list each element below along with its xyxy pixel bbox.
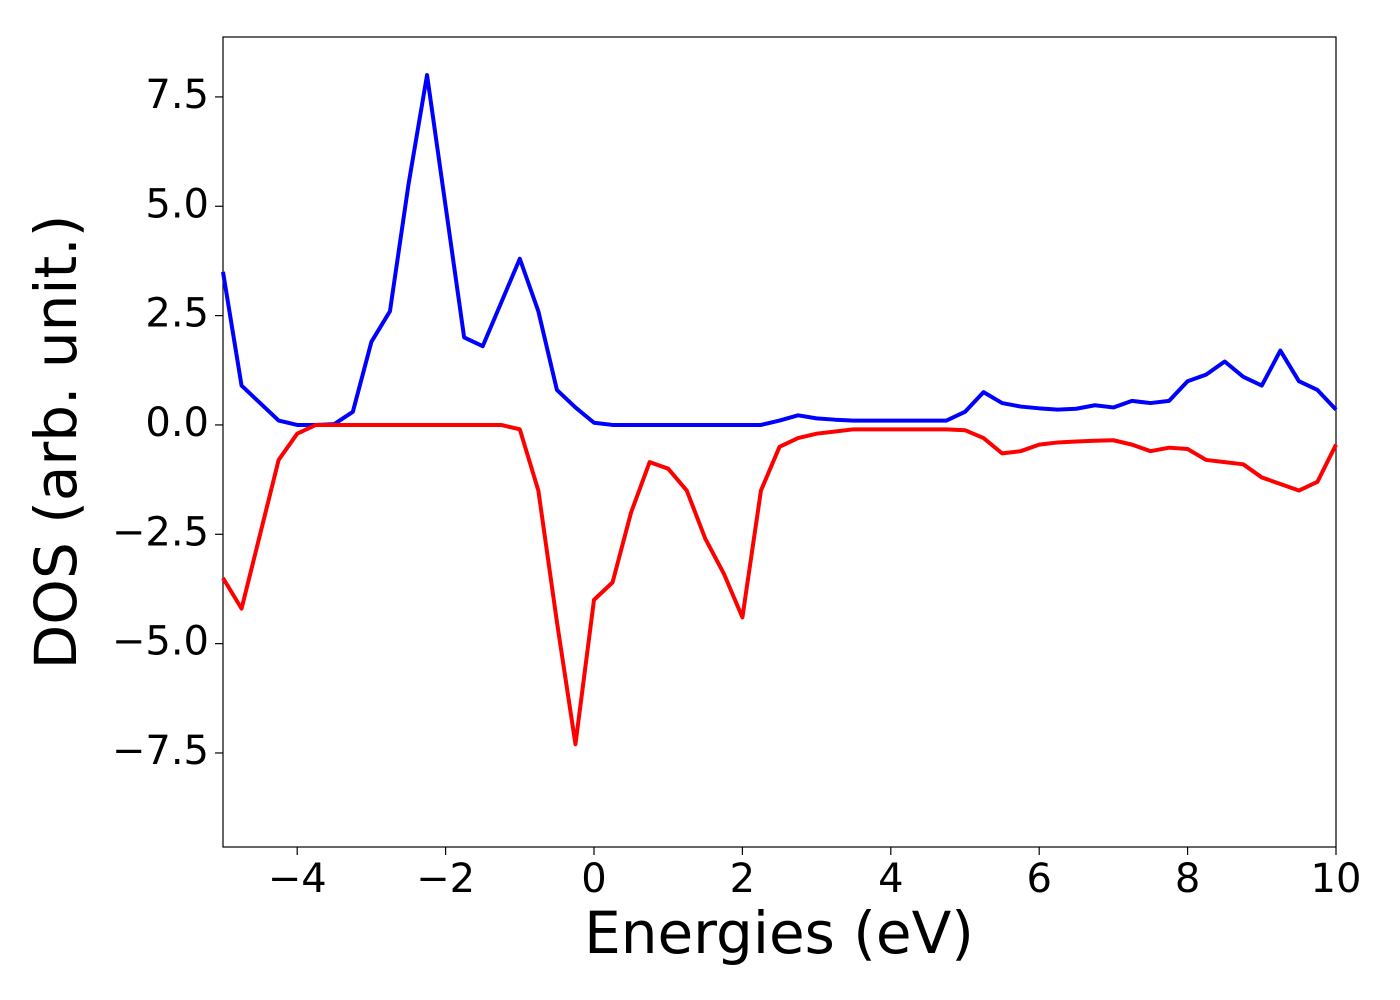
y-tick-label: 5.0 xyxy=(145,181,209,227)
y-tick-label: −7.5 xyxy=(112,728,209,774)
y-tick-label: −5.0 xyxy=(112,619,209,665)
y-tick-label: 2.5 xyxy=(145,291,209,337)
x-tick-label: 4 xyxy=(878,856,903,902)
x-tick-label: −2 xyxy=(416,856,475,902)
x-tick-label: 2 xyxy=(730,856,755,902)
x-tick-label: 0 xyxy=(581,856,606,902)
y-axis-label: DOS (arb. unit.) xyxy=(22,215,90,670)
plot-frame xyxy=(222,36,1337,848)
data-line xyxy=(221,422,1338,747)
data-line xyxy=(221,73,1338,427)
x-tick-label: 6 xyxy=(1026,856,1051,902)
x-tick-label: 10 xyxy=(1311,856,1362,902)
y-tick-label: 0.0 xyxy=(145,400,209,446)
y-tick-label: −2.5 xyxy=(112,509,209,555)
y-tick-label: 7.5 xyxy=(145,72,209,118)
x-axis-label: Energies (eV) xyxy=(584,899,974,967)
x-tick-label: 8 xyxy=(1175,856,1200,902)
x-tick-label: −4 xyxy=(268,856,327,902)
